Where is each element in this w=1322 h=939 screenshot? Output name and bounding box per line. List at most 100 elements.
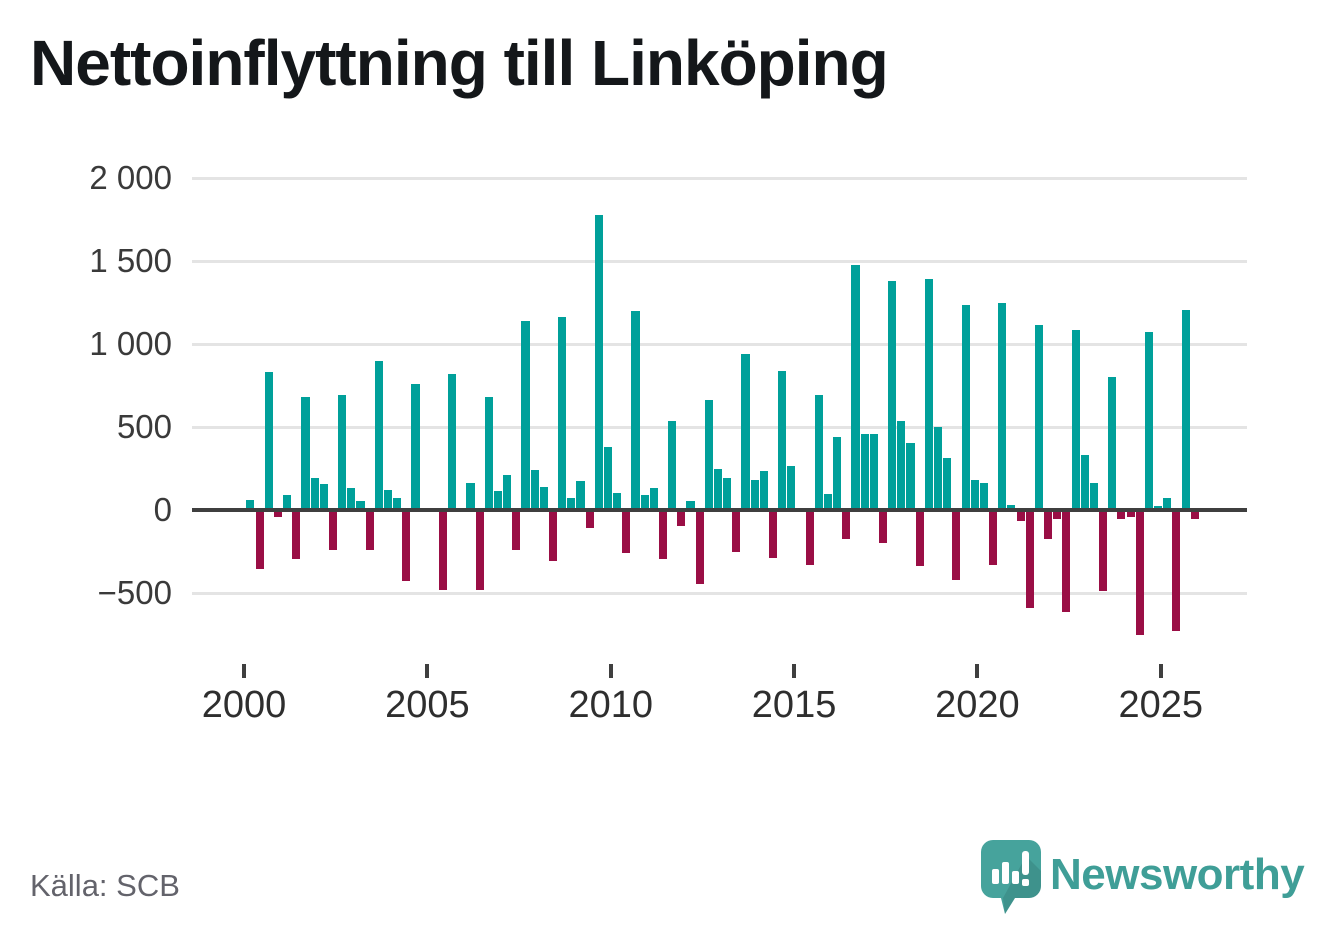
bar-2016-q2: [842, 510, 851, 540]
bar-2003-q2: [365, 510, 374, 550]
bar-2016-q3: [851, 265, 860, 510]
bar-2010-q3: [631, 310, 640, 510]
bar-2018-q1: [906, 442, 915, 510]
bar-2011-q4: [677, 510, 686, 526]
bar-2013-q3: [741, 353, 750, 510]
bar-2010-q4: [640, 495, 649, 510]
bar-2021-q1: [1016, 510, 1025, 521]
bar-2009-q3: [594, 214, 603, 510]
bar-2022-q1: [1053, 510, 1062, 520]
bar-2024-q1: [1126, 510, 1135, 518]
y-axis-label: 500: [116, 408, 172, 445]
bar-2003-q4: [383, 490, 392, 510]
bar-2001-q3: [301, 397, 310, 510]
bar-2009-q4: [603, 446, 613, 510]
bar-2010-q2: [622, 510, 631, 554]
bar-2014-q4: [787, 466, 796, 510]
bar-2004-q1: [393, 498, 402, 510]
bar-2000-q2: [255, 510, 264, 570]
bar-2008-q4: [567, 497, 576, 510]
bar-2001-q1: [283, 495, 292, 510]
bar-2021-q2: [1025, 510, 1034, 608]
bar-2000-q1: [246, 500, 255, 510]
bar-2018-q3: [924, 279, 933, 510]
bar-2018-q4: [934, 427, 943, 510]
x-tick-2020: [975, 664, 980, 678]
bar-2020-q2: [989, 510, 998, 565]
bar-2023-q4: [1117, 510, 1126, 520]
bar-2025-q4: [1190, 510, 1199, 520]
logo-bars-icon: [992, 851, 1029, 886]
bar-2001-q2: [292, 510, 301, 559]
bar-2014-q1: [759, 470, 768, 510]
bar-2019-q2: [952, 510, 961, 580]
y-axis-label: 1 500: [89, 242, 172, 279]
bar-2015-q2: [805, 510, 814, 565]
gridline-y-1000: [192, 342, 1247, 346]
bar-2004-q2: [402, 510, 411, 581]
bar-2019-q1: [943, 457, 952, 510]
bar-2006-q3: [484, 397, 493, 510]
x-axis-zero-line: [192, 508, 1247, 512]
bar-2008-q1: [539, 486, 548, 510]
bar-2013-q2: [732, 510, 741, 553]
gridline-y-1500: [192, 259, 1247, 263]
bar-2010-q1: [613, 492, 622, 510]
x-axis-label: 2010: [568, 684, 653, 726]
x-axis-label: 2025: [1118, 684, 1204, 726]
bar-2012-q3: [704, 400, 713, 510]
bar-2014-q2: [768, 510, 778, 559]
bar-2025-q2: [1172, 510, 1181, 632]
bar-2011-q3: [668, 421, 677, 510]
y-axis-label: 2 000: [89, 159, 172, 196]
bar-2022-q2: [1062, 510, 1071, 613]
bar-2007-q4: [530, 470, 539, 510]
gridline-y-500: [192, 425, 1247, 429]
bar-2011-q2: [658, 510, 668, 559]
bar-2006-q4: [493, 490, 503, 510]
bar-2006-q1: [466, 482, 475, 510]
bar-2014-q3: [778, 371, 787, 510]
bar-2024-q3: [1144, 331, 1153, 510]
bar-2002-q1: [319, 484, 328, 510]
bar-2021-q4: [1044, 510, 1053, 540]
newsworthy-brand-text: Newsworthy: [1050, 850, 1305, 899]
x-axis-label: 2020: [935, 684, 1020, 726]
bar-2007-q1: [503, 475, 512, 510]
bar-2023-q2: [1099, 510, 1108, 592]
x-axis-label: 2000: [201, 684, 287, 726]
bar-2025-q1: [1163, 497, 1172, 510]
bar-2013-q4: [750, 480, 759, 510]
bar-2020-q4: [1007, 505, 1016, 510]
x-tick-2005: [425, 664, 430, 678]
bar-2020-q1: [979, 483, 988, 510]
newsworthy-logo-icon: [981, 840, 1041, 914]
bar-2021-q3: [1034, 324, 1043, 510]
bar-2020-q3: [998, 303, 1007, 510]
gridline-y-2000: [192, 176, 1247, 180]
bar-2002-q4: [347, 488, 356, 510]
bar-2009-q2: [585, 510, 594, 529]
bar-2005-q2: [438, 510, 448, 590]
x-tick-2010: [608, 664, 613, 678]
bar-2006-q2: [475, 510, 484, 590]
bar-2007-q2: [512, 510, 521, 550]
bar-2011-q1: [649, 487, 658, 510]
bar-2022-q3: [1071, 329, 1080, 510]
bar-2022-q4: [1080, 455, 1089, 510]
y-axis-label: −500: [97, 574, 172, 611]
bar-2008-q2: [548, 510, 558, 562]
bar-2008-q3: [558, 316, 567, 510]
bar-2017-q4: [897, 421, 906, 510]
bar-2017-q2: [878, 510, 888, 544]
bar-2024-q4: [1154, 505, 1163, 510]
bar-2012-q2: [695, 510, 704, 584]
x-tick-2025: [1158, 664, 1163, 678]
bar-2016-q4: [860, 434, 869, 510]
bar-2013-q1: [723, 477, 732, 510]
bar-2018-q2: [915, 510, 924, 566]
bar-2017-q1: [869, 433, 878, 510]
bar-2015-q3: [814, 395, 823, 510]
